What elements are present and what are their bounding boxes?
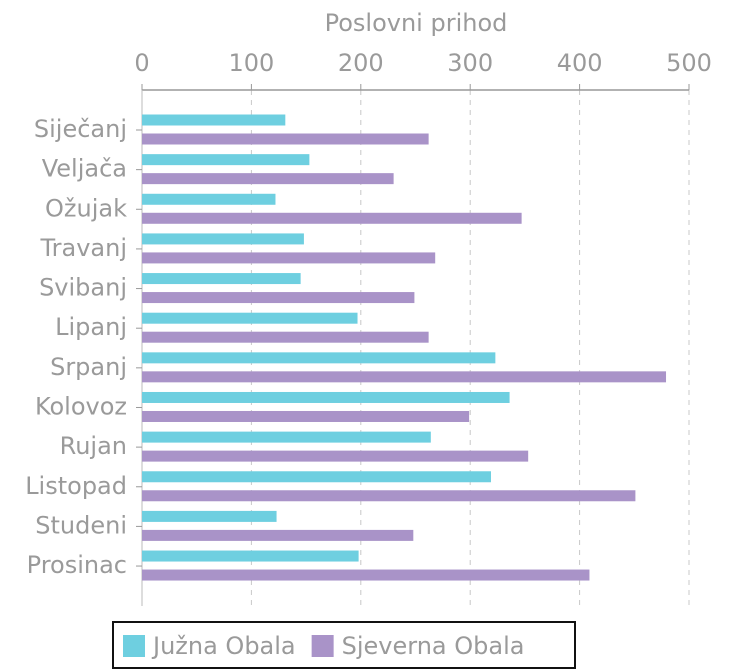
bar [142, 371, 667, 383]
bar [142, 292, 415, 304]
x-tick-label: 500 [666, 49, 712, 77]
bar [142, 133, 429, 145]
legend-box [112, 621, 576, 669]
bar [142, 312, 358, 324]
legend-label: Južna Obala [151, 632, 296, 660]
y-tick-label: Lipanj [55, 313, 127, 341]
y-tick-label: Rujan [60, 432, 127, 460]
bar [142, 154, 310, 166]
bar [142, 212, 522, 224]
x-tick-label: 300 [447, 49, 493, 77]
y-tick-label: Veljača [42, 155, 127, 183]
x-tick-label: 100 [228, 49, 274, 77]
x-tick-label: 0 [134, 49, 149, 77]
bar [142, 550, 359, 562]
bar [142, 193, 276, 205]
bar [142, 510, 277, 522]
y-tick-label: Siječanj [34, 115, 127, 143]
x-tick-label: 200 [338, 49, 384, 77]
bar [142, 391, 510, 403]
y-tick-label: Svibanj [39, 274, 127, 302]
bar [142, 173, 394, 185]
y-tick-label: Kolovoz [35, 392, 127, 420]
bar [142, 569, 590, 581]
bar [142, 450, 529, 462]
bar [142, 252, 436, 264]
y-tick-label: Listopad [25, 472, 127, 500]
y-tick-label: Srpanj [50, 353, 127, 381]
x-axis-label: Poslovni prihod [325, 9, 508, 37]
bar [142, 529, 414, 541]
bar [142, 233, 304, 245]
y-tick-label: Ožujak [45, 194, 127, 222]
bar [142, 431, 431, 443]
y-tick-label: Travanj [40, 234, 128, 262]
bar [142, 331, 429, 343]
legend-swatch [311, 635, 334, 657]
bar [142, 471, 491, 483]
bar [142, 114, 286, 126]
legend-label: Sjeverna Obala [342, 632, 525, 660]
y-tick-label: Studeni [35, 511, 127, 539]
bar [142, 273, 301, 285]
bar [142, 410, 470, 422]
legend-swatch [123, 635, 145, 657]
y-tick-label: Prosinac [27, 551, 127, 579]
bar [142, 490, 636, 502]
x-tick-label: 400 [557, 49, 603, 77]
bar [142, 352, 496, 364]
